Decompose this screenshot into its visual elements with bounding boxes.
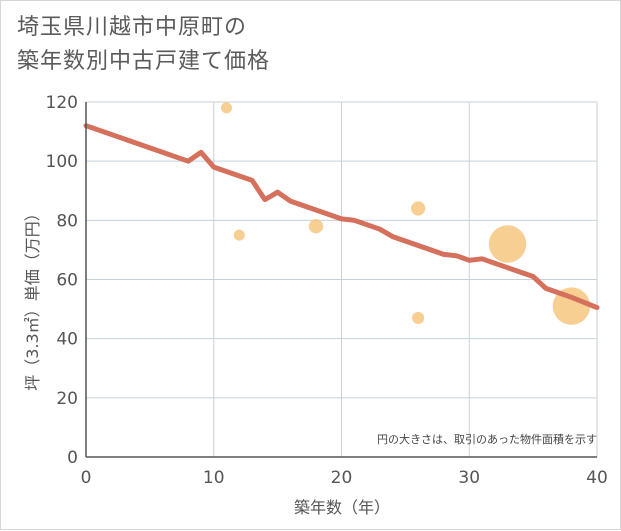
y-tick-label: 20 (56, 389, 78, 409)
y-tick-label: 40 (56, 330, 78, 350)
bubble-point (233, 229, 245, 241)
bubble-point (308, 219, 324, 234)
y-tick-label: 100 (46, 152, 78, 172)
x-tick-label: 40 (586, 468, 608, 488)
line-series (83, 123, 600, 311)
bubble-point (552, 287, 591, 325)
bubble-point (221, 102, 233, 114)
tick-labels: 0 20 40 60 80 100 120 0 10 20 30 40 (46, 93, 608, 488)
y-axis-label: 坪（3.3㎡）単価（万円） (23, 205, 42, 390)
average-price-line (83, 123, 600, 311)
y-tick-label: 120 (46, 93, 78, 113)
axes (85, 102, 597, 458)
y-tick-label: 0 (67, 448, 78, 468)
bubble-point (488, 225, 527, 263)
bubble-point (411, 201, 426, 216)
y-tick-label: 60 (56, 271, 78, 291)
x-tick-label: 30 (458, 468, 480, 488)
bubble-point (412, 311, 425, 325)
chart-title: 埼玉県川越市中原町の 築年数別中古戸建て価格 (17, 15, 271, 74)
x-tick-label: 20 (331, 468, 353, 488)
y-tick-label: 80 (56, 211, 78, 231)
grid-lines (85, 101, 598, 458)
bubble-series (221, 102, 591, 325)
x-tick-label: 0 (81, 468, 92, 488)
x-tick-label: 10 (203, 468, 225, 488)
x-axis-label: 築年数（年） (294, 498, 390, 517)
bubble-size-note: 円の大きさは、取引のあった物件面積を示す (377, 432, 597, 446)
